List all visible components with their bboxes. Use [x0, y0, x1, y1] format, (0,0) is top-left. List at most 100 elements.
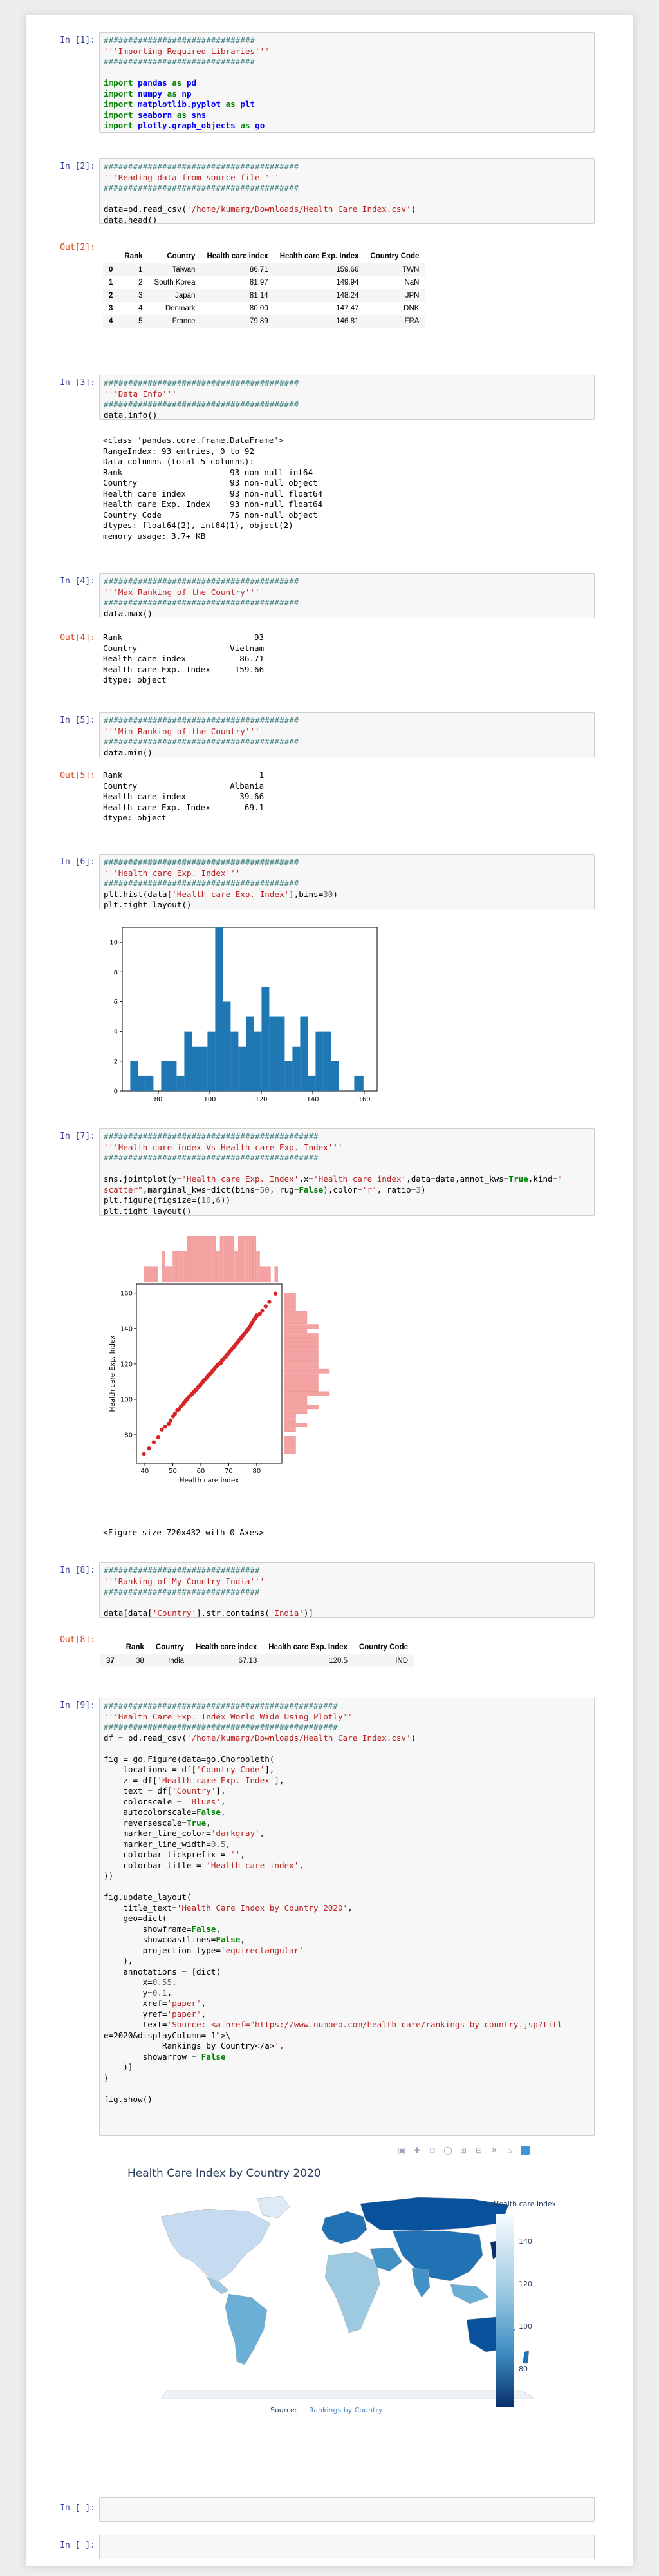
code-cell-7[interactable]: ########################################…: [99, 1128, 595, 1216]
map-region-southeast-asia: [450, 2284, 490, 2304]
zoom-out-icon[interactable]: ⊟: [475, 2146, 483, 2155]
table-cell: 3: [109, 305, 113, 312]
map-region-africa: [324, 2251, 380, 2333]
x-tick-label: 70: [225, 1468, 233, 1475]
table-cell: IND: [353, 1654, 414, 1667]
marginal-y-bar: [284, 1368, 330, 1374]
min-output: Rank 1 Country Albania Health care index 3…: [103, 770, 264, 824]
y-axis-label: Health care Exp. Index: [109, 1335, 116, 1412]
scatter-point: [172, 1411, 178, 1416]
code-cell-8[interactable]: ################################ '''Rank…: [99, 1562, 595, 1618]
code-line: colorscale = 'Blues',: [104, 1796, 226, 1806]
table-cell: 1: [118, 263, 149, 276]
output-prompt: Out[8]:: [60, 1635, 95, 1645]
plotly-logo-icon[interactable]: [521, 2146, 530, 2155]
cell-prompt: In [ ]:: [60, 2503, 95, 2513]
output-line: dtype: object: [103, 813, 167, 822]
table-cell: France: [148, 315, 201, 328]
code-line: geo=dict(: [104, 1913, 167, 1923]
scatter-point: [263, 1304, 268, 1309]
histogram-bar: [230, 1031, 239, 1091]
marginal-y-bar: [284, 1423, 308, 1428]
code-line: )]: [104, 2062, 133, 2072]
code-cell-9[interactable]: ########################################…: [99, 1698, 595, 2136]
table-cell: 81.14: [201, 289, 274, 302]
marginal-x-bar: [190, 1236, 195, 1282]
code-cell-5[interactable]: ########################################…: [99, 712, 595, 757]
reset-icon[interactable]: ⌂: [507, 2146, 512, 2155]
table-header: Health care Exp. Index: [263, 1641, 353, 1654]
marginal-x-bar: [172, 1251, 176, 1282]
table-cell: 67.13: [190, 1654, 263, 1667]
y-tick-label: 8: [114, 969, 118, 976]
autoscale-icon[interactable]: ✕: [490, 2146, 498, 2155]
output-line: <class 'pandas.core.frame.DataFrame'>: [103, 435, 284, 445]
scatter-point: [142, 1452, 146, 1457]
code-cell-4[interactable]: ########################################…: [99, 573, 595, 618]
marginal-y-bar: [284, 1293, 296, 1298]
cell-prompt: In [2]:: [60, 162, 95, 171]
colorbar-tick-label: 140: [519, 2237, 532, 2246]
code-cell-2[interactable]: ########################################…: [99, 158, 595, 224]
choropleth-map[interactable]: Health Care Index by Country 2020 Health …: [109, 2159, 599, 2429]
code-cell-6[interactable]: ########################################…: [99, 854, 595, 909]
table-cell: 86.71: [201, 263, 274, 276]
marginal-y-bar: [284, 1373, 319, 1378]
camera-icon[interactable]: ▣: [398, 2146, 405, 2155]
histogram-bar: [323, 1031, 331, 1091]
marginal-y-bar: [284, 1441, 296, 1445]
x-tick-label: 120: [255, 1096, 267, 1103]
marginal-x-bar: [245, 1236, 249, 1282]
table-header: Country: [149, 1641, 190, 1654]
marginal-y-bar: [284, 1320, 308, 1325]
x-axis-label: Health care index: [180, 1477, 239, 1484]
table-cell: JPN: [364, 289, 425, 302]
y-tick-label: 160: [120, 1290, 133, 1297]
table-cell: 3: [118, 289, 149, 302]
output-line: Health care Exp. Index 159.66: [103, 664, 265, 674]
plotly-modebar: ▣ ✚ □ ◯ ⊞ ⊟ ✕ ⌂: [397, 2144, 530, 2157]
output-line: Health care index 39.66: [103, 791, 265, 801]
table-header: Country: [148, 250, 201, 263]
code-line: Rankings by Country</a>',: [104, 2041, 284, 2050]
code-line: text='Source: <a href="https://www.numbe…: [104, 2020, 562, 2029]
code-line: yref='paper',: [104, 2009, 207, 2019]
cell-prompt: In [8]:: [60, 1566, 95, 1575]
marginal-x-bar: [165, 1266, 169, 1282]
lasso-icon[interactable]: ◯: [443, 2146, 452, 2155]
map-title: Health Care Index by Country 2020: [127, 2167, 321, 2180]
source-link[interactable]: Rankings by Country: [309, 2406, 383, 2414]
marginal-y-bar: [284, 1396, 308, 1401]
marginal-y-bar: [284, 1306, 296, 1311]
scatter-point: [257, 1311, 263, 1316]
marginal-y-bar: [284, 1302, 296, 1307]
code-cell-1[interactable]: ############################### '''Impor…: [99, 32, 595, 133]
zoom-in-icon[interactable]: ⊞: [459, 2146, 467, 2155]
output-line: dtypes: float64(2), int64(1), object(2): [103, 520, 293, 530]
marginal-x-bar: [205, 1236, 209, 1282]
scatter-point: [156, 1435, 161, 1440]
code-line: locations = df['Country Code'],: [104, 1765, 275, 1774]
table-row: 4 5 France 79.89 146.81 FRA: [103, 315, 425, 328]
code-line: marker_line_color='darkgray',: [104, 1828, 265, 1838]
code-line: fig.update_layout(: [104, 1892, 192, 1902]
code-cell-3[interactable]: ########################################…: [99, 375, 595, 420]
code-line: text = df['Country'],: [104, 1786, 226, 1795]
table-header: [100, 1641, 120, 1654]
x-tick-label: 80: [253, 1468, 261, 1475]
box-select-icon[interactable]: □: [430, 2146, 435, 2155]
histogram-bar: [292, 1046, 301, 1091]
empty-code-cell[interactable]: [99, 2535, 595, 2559]
move-icon[interactable]: ✚: [413, 2146, 421, 2155]
table-cell: 37: [100, 1654, 120, 1667]
histogram-bar: [184, 1031, 192, 1091]
code-line: z = df['Health care Exp. Index'],: [104, 1775, 284, 1785]
marginal-y-bar: [284, 1378, 319, 1383]
output-prompt: Out[4]:: [60, 633, 95, 643]
histogram-bar: [130, 1061, 138, 1091]
output-line: Data columns (total 5 columns):: [103, 457, 255, 466]
code-line: colorbar_title = 'Health care index',: [104, 1860, 304, 1870]
scatter-point: [168, 1418, 173, 1423]
colorbar-title: Health care index: [494, 2200, 557, 2208]
empty-code-cell[interactable]: [99, 2497, 595, 2522]
